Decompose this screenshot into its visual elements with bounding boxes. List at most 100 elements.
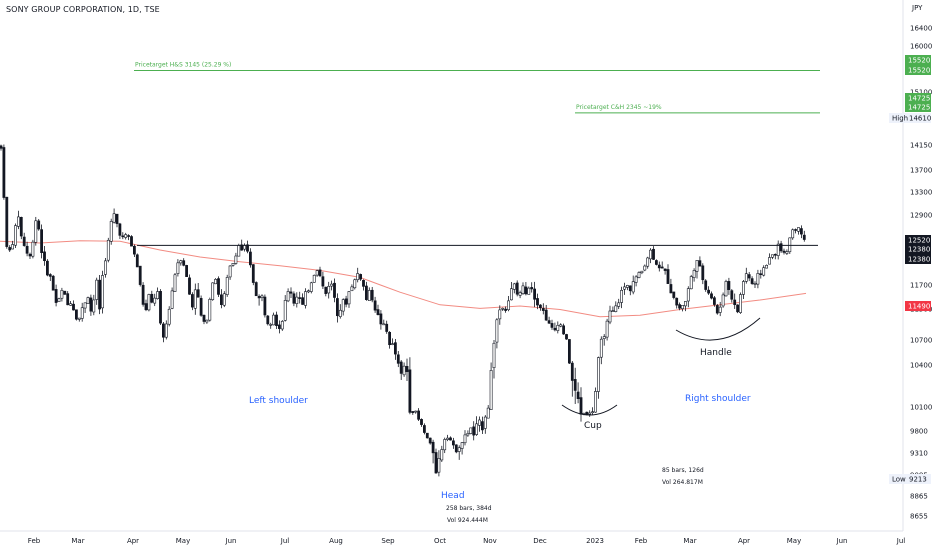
candle xyxy=(254,281,258,297)
candle xyxy=(512,282,516,294)
candle xyxy=(292,291,296,307)
candle xyxy=(794,228,798,234)
cup-arc xyxy=(561,404,618,416)
candle-body xyxy=(199,298,203,316)
price-badge-bg xyxy=(905,301,931,311)
candle xyxy=(779,240,783,253)
price-badge-value: 12380 xyxy=(908,256,930,264)
candle xyxy=(379,310,383,330)
candle-body xyxy=(521,285,525,294)
candle-body xyxy=(718,306,722,313)
candle xyxy=(538,304,542,311)
candle xyxy=(283,295,287,322)
candle xyxy=(106,237,110,263)
candle xyxy=(637,271,641,279)
candle-body xyxy=(156,291,160,299)
candle-body xyxy=(469,427,473,434)
candle xyxy=(72,300,75,311)
candle-body xyxy=(333,282,336,298)
x-tick-label: Apr xyxy=(738,537,750,545)
candle-body xyxy=(683,301,687,307)
candle-body xyxy=(425,432,429,439)
candle-body xyxy=(454,444,458,453)
candle xyxy=(747,271,751,282)
candle xyxy=(643,264,647,272)
candle xyxy=(8,245,12,252)
candle-body xyxy=(573,379,577,391)
candle-body xyxy=(301,297,305,305)
candle-body xyxy=(428,437,432,444)
candle xyxy=(54,284,58,307)
price-badge: 14725 xyxy=(905,102,931,112)
candle xyxy=(40,224,44,259)
candle xyxy=(199,295,203,317)
candle-body xyxy=(214,279,218,285)
candle xyxy=(31,239,35,259)
candle-body xyxy=(263,296,267,316)
candle-body xyxy=(492,342,496,368)
candle-body xyxy=(672,291,676,298)
candle-body xyxy=(153,297,157,304)
candle xyxy=(164,320,168,340)
candle xyxy=(37,219,41,231)
head-label: Head xyxy=(441,491,465,501)
candle-body xyxy=(101,275,104,309)
candle-body xyxy=(382,323,386,326)
measurement-vol: Vol 264.817M xyxy=(662,479,703,486)
candle-body xyxy=(730,290,734,300)
candle-body xyxy=(689,276,693,290)
moving-average-layer xyxy=(0,240,807,318)
candle-body xyxy=(109,221,113,242)
candle xyxy=(443,437,447,454)
candle xyxy=(579,387,583,422)
candle-body xyxy=(170,290,174,309)
candle xyxy=(559,323,563,328)
candle xyxy=(159,289,162,326)
candle-body xyxy=(570,362,574,381)
candle-body xyxy=(379,313,383,325)
candle-body xyxy=(562,325,566,335)
candle xyxy=(567,339,571,365)
candle xyxy=(66,291,70,306)
handle-arc xyxy=(675,317,761,341)
candle xyxy=(640,270,644,275)
candle xyxy=(683,301,687,312)
candle-body xyxy=(727,281,731,290)
price-badge: 12520 xyxy=(905,235,931,245)
candle-body xyxy=(770,254,774,258)
target-label: Pricetarget C&H 2345 ~19% xyxy=(576,104,662,111)
candle xyxy=(167,306,171,327)
candle xyxy=(280,320,284,331)
candle xyxy=(704,279,708,292)
candle-body xyxy=(8,247,12,251)
candle xyxy=(573,367,577,404)
candle xyxy=(350,284,354,292)
candle-body xyxy=(765,264,769,269)
candle xyxy=(150,290,154,304)
price-badge-value: 15520 xyxy=(908,57,930,65)
price-badge: 14725 xyxy=(905,93,931,103)
candle-body xyxy=(649,249,653,260)
candle-body xyxy=(266,315,270,325)
candle xyxy=(25,241,29,257)
x-tick-label: 2023 xyxy=(586,537,604,545)
candle xyxy=(544,304,548,321)
high-marker: High 14610 xyxy=(889,113,931,123)
candle-body xyxy=(295,296,299,304)
y-tick-label: 12900 xyxy=(910,212,932,220)
candle-body xyxy=(396,354,400,364)
candle xyxy=(295,292,299,308)
candle-body xyxy=(254,282,258,297)
candle-body xyxy=(776,243,780,256)
candle xyxy=(196,283,200,298)
candle-body xyxy=(559,324,563,327)
candle-body xyxy=(399,361,403,374)
candle xyxy=(243,243,247,252)
candle-body xyxy=(376,309,380,316)
price-badge-value: 14725 xyxy=(908,95,930,103)
x-tick-label: Sep xyxy=(381,537,395,545)
candle xyxy=(286,288,290,303)
x-tick-label: Mar xyxy=(71,537,84,545)
candle-body xyxy=(45,260,49,276)
